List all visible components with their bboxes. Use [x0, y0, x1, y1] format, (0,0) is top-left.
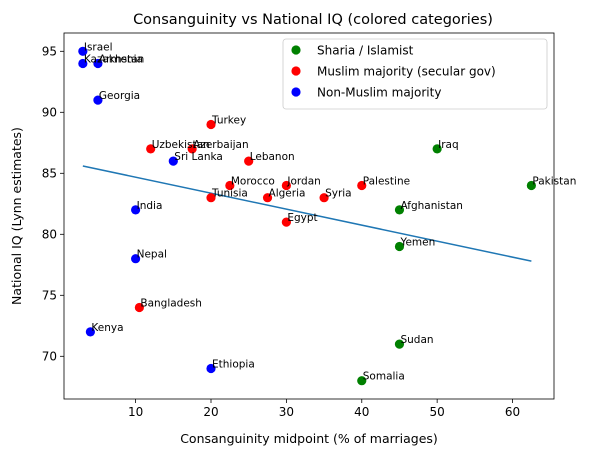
trend-line	[82, 165, 532, 262]
point-labels: IraqPakistanAfghanistanYemenSudanSomalia…	[84, 41, 577, 382]
point-label: Nepal	[137, 249, 167, 261]
point-label: Sri Lanka	[174, 151, 223, 163]
y-tick-label: 80	[42, 227, 57, 241]
point-label: Egypt	[287, 212, 317, 224]
data-point	[93, 58, 103, 69]
legend-marker	[291, 66, 301, 76]
y-tick-label: 85	[42, 166, 57, 180]
point-label: Bangladesh	[140, 298, 202, 310]
point-label: India	[137, 200, 163, 212]
chart-title: Consanguinity vs National IQ (colored ca…	[133, 12, 493, 28]
point-label: Syria	[325, 188, 352, 200]
data-point	[262, 193, 273, 203]
data-point	[187, 144, 197, 154]
point-label: Kenya	[91, 322, 123, 334]
data-point	[281, 217, 291, 227]
x-tick-label: 20	[203, 405, 218, 419]
legend-label: Muslim majority (secular gov)	[317, 65, 496, 79]
x-tick-label: 30	[279, 405, 294, 419]
y-tick-label: 95	[42, 44, 57, 58]
point-label: Palestine	[363, 176, 410, 188]
data-point	[131, 205, 141, 215]
legend-marker	[291, 87, 301, 97]
data-point	[432, 144, 442, 154]
point-label: Algeria	[269, 188, 306, 200]
y-tick-label: 90	[42, 105, 57, 119]
point-label: Azerbaijan	[193, 139, 249, 151]
point-label: Sudan	[400, 334, 433, 346]
point-label: Lebanon	[250, 151, 295, 163]
point-label: Georgia	[99, 90, 140, 102]
legend-box	[282, 38, 548, 110]
data-point	[281, 180, 291, 191]
point-label: Turkey	[211, 115, 246, 127]
point-label: Ethiopia	[212, 359, 255, 371]
data-point	[206, 193, 216, 203]
point-label: Israel	[84, 41, 113, 53]
data-point	[357, 376, 367, 386]
data-point	[526, 180, 536, 191]
legend: Sharia / Islamist Muslim majority (secula…	[282, 38, 548, 110]
data-point	[78, 58, 88, 69]
data-point	[394, 241, 405, 252]
x-tick-label: 10	[128, 405, 143, 419]
point-label: Yemen	[399, 237, 435, 249]
point-label: Uzbekistan	[152, 139, 210, 151]
x-tick-label: 60	[505, 405, 520, 419]
x-axis-label: Consanguinity midpoint (% of marriages)	[180, 431, 438, 446]
data-point	[206, 119, 216, 130]
data-point	[206, 363, 216, 374]
point-label: Somalia	[363, 371, 405, 383]
data-point	[146, 144, 156, 154]
legend-label: Sharia / Islamist	[317, 44, 414, 58]
data-point	[244, 156, 254, 166]
data-point	[134, 302, 144, 313]
data-point	[78, 46, 88, 56]
data-point	[225, 180, 235, 191]
x-tick-label: 40	[354, 405, 369, 419]
point-label: Jordan	[286, 176, 320, 188]
data-point	[168, 156, 178, 166]
data-point	[85, 327, 95, 337]
data-point	[131, 254, 141, 264]
legend-marker	[291, 45, 301, 55]
axis-ticks: 10 20 30 40 50 60 70 75 80 85 90 95	[42, 44, 520, 419]
data-point	[357, 180, 367, 191]
plot-frame	[63, 32, 555, 400]
data-point	[319, 193, 329, 203]
point-label: Morocco	[231, 176, 275, 188]
y-tick-label: 75	[42, 288, 57, 302]
data-point	[394, 339, 405, 349]
data-points	[78, 46, 536, 386]
x-tick-label: 50	[430, 405, 445, 419]
data-point	[93, 95, 103, 105]
data-point	[394, 205, 405, 215]
point-label: Armenia	[99, 54, 143, 66]
y-tick-label: 70	[42, 349, 57, 363]
legend-label: Non-Muslim majority	[317, 86, 441, 100]
point-label: Afghanistan	[400, 200, 463, 212]
point-label: Kazakhstan	[84, 54, 145, 66]
point-label: Iraq	[438, 139, 459, 151]
point-label: Tunisia	[211, 188, 248, 200]
y-axis-label: National IQ (Lynn estimates)	[9, 127, 24, 305]
